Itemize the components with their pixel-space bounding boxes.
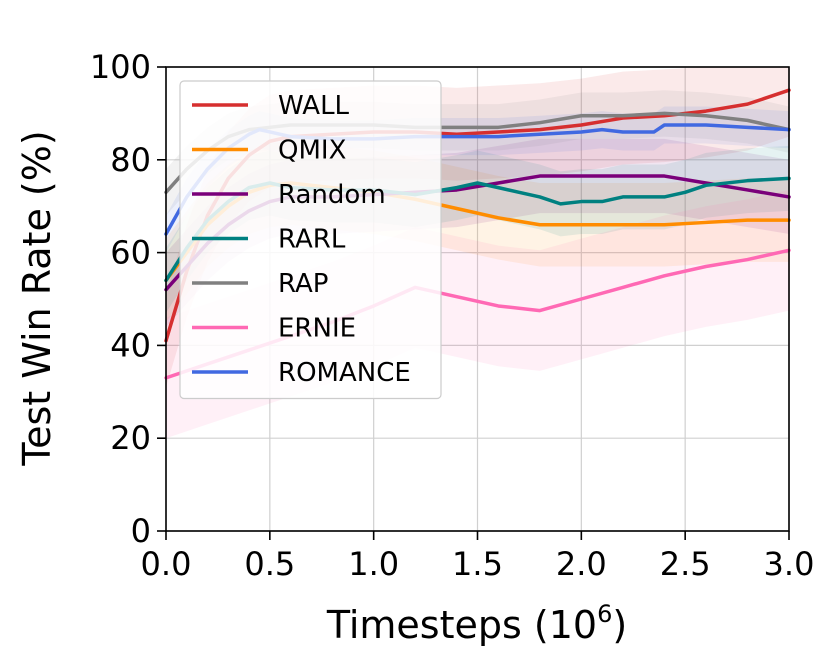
legend-label-random: Random xyxy=(278,180,386,210)
y-tick-label: 40 xyxy=(110,326,151,364)
legend-label-qmix: QMIX xyxy=(278,136,346,166)
x-tick-label: 2.0 xyxy=(556,545,607,583)
legend-label-wall: WALL xyxy=(278,91,350,121)
y-axis-label: Test Win Rate (%) xyxy=(15,130,59,466)
y-tick-label: 100 xyxy=(90,48,151,86)
axis-ticks: 0.0 0.5 1.0 1.5 2.0 2.5 3.0 0 20 40 60 80 100 xyxy=(90,48,815,583)
y-tick-label: 0 xyxy=(131,512,151,550)
x-axis-label: Timesteps (106) xyxy=(326,600,627,647)
x-tick-label: 1.5 xyxy=(452,545,503,583)
y-tick-label: 60 xyxy=(110,234,151,272)
legend: WALL QMIX Random RARL RAP ERNIE ROMANCE xyxy=(179,80,442,400)
x-tick-label: 0.0 xyxy=(141,545,192,583)
legend-label-rap: RAP xyxy=(278,269,328,299)
x-tick-label: 1.0 xyxy=(348,545,399,583)
y-tick-label: 20 xyxy=(110,419,151,457)
x-tick-label: 3.0 xyxy=(764,545,815,583)
x-tick-label: 0.5 xyxy=(244,545,295,583)
y-tick-label: 80 xyxy=(110,141,151,179)
legend-label-rarl: RARL xyxy=(278,225,346,255)
legend-box xyxy=(179,80,442,400)
x-tick-label: 2.5 xyxy=(660,545,711,583)
legend-label-ernie: ERNIE xyxy=(278,314,356,344)
legend-label-romance: ROMANCE xyxy=(278,358,411,388)
